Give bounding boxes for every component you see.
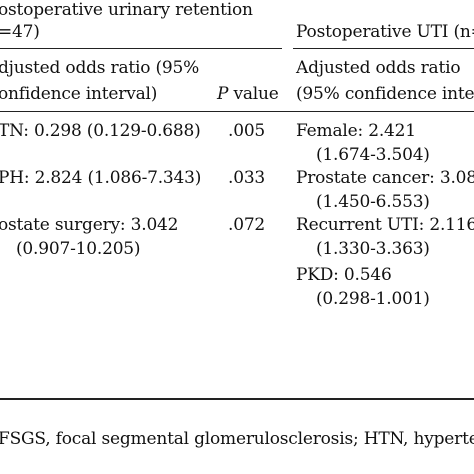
- group1-title-rule: [0, 48, 282, 49]
- group2-row3-label: Recurrent UTI: 2.116: [296, 215, 474, 235]
- group1-col-header-line2: onfidence interval): [0, 84, 158, 104]
- table-footnote: FSGS, focal segmental glomerulosclerosis…: [0, 429, 474, 449]
- group1-row1-p: .005: [228, 121, 266, 141]
- group1-row1-label: TN: 0.298 (0.129-0.688): [0, 121, 201, 141]
- group2-row4-ci: (0.298-1.001): [316, 289, 430, 309]
- p-value-header-italic: P: [217, 84, 229, 104]
- group2-row1-ci: (1.674-3.504): [316, 145, 430, 165]
- group2-col-header-line1: Adjusted odds ratio: [296, 58, 461, 78]
- group1-title-line2: =47): [0, 22, 40, 42]
- group1-row3-ci: (0.907-10.205): [16, 239, 141, 259]
- group2-col-header-line2: (95% confidence inter: [296, 84, 474, 104]
- group2-title: Postoperative UTI (n=: [296, 22, 474, 42]
- p-value-header: P value: [217, 84, 279, 104]
- header-bottom-rule: [0, 111, 474, 112]
- group1-row2-p: .033: [228, 168, 266, 188]
- group2-row1-label: Female: 2.421: [296, 121, 416, 141]
- group1-row3-label: ostate surgery: 3.042: [0, 215, 179, 235]
- p-value-header-rest: value: [228, 84, 279, 104]
- group1-row3-p: .072: [228, 215, 266, 235]
- group2-title-rule: [293, 48, 474, 49]
- group1-row2-label: PH: 2.824 (1.086-7.343): [0, 168, 202, 188]
- group2-row4-label: PKD: 0.546: [296, 265, 392, 285]
- table-bottom-rule: [0, 398, 474, 400]
- group1-col-header-line1: djusted odds ratio (95%: [0, 58, 200, 78]
- group2-row2-ci: (1.450-6.553): [316, 192, 430, 212]
- group1-title-line1: ostoperative urinary retention: [0, 0, 253, 20]
- group2-row2-label: Prostate cancer: 3.083: [296, 168, 474, 188]
- group2-row3-ci: (1.330-3.363): [316, 239, 430, 259]
